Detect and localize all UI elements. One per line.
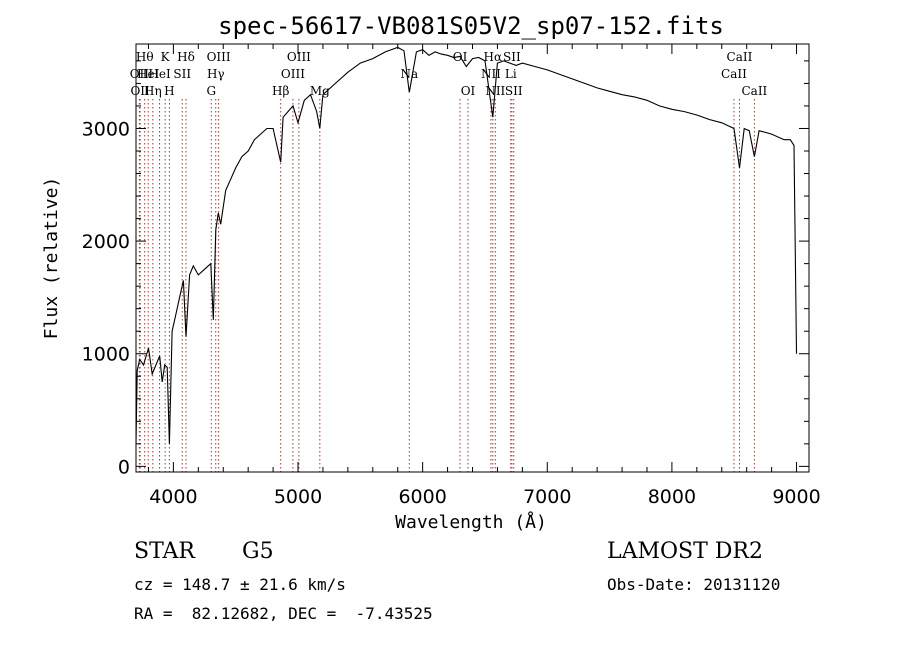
y-tick-label: 3000 [82, 118, 130, 140]
spectral-line-label: Hα [484, 50, 503, 64]
spectrum-line [135, 46, 798, 444]
object-subclass: G5 [242, 539, 274, 564]
x-tick-label: 7000 [523, 486, 571, 508]
spectral-line-label: CaII [721, 67, 747, 81]
spectral-line-label: K [161, 50, 171, 64]
x-tick-label: 6000 [398, 486, 446, 508]
x-axis-label: Wavelength (Å) [395, 511, 547, 533]
spectral-lines: OIIOIIHθHeIHηHeIKHSIIHδGHγOIIIHβOIIIOIII… [130, 50, 768, 472]
spectral-line-label: OII [130, 84, 150, 98]
spectral-line-label: HeI [137, 67, 160, 81]
spectral-line-label: CaII [727, 50, 753, 64]
coordinates-readout: RA = 82.12682, DEC = -7.43525 [134, 604, 433, 623]
spectral-line-label: CaII [741, 84, 767, 98]
spectral-line-label: OII [130, 67, 150, 81]
spectral-line-label: Hθ [136, 50, 154, 64]
spectral-line-label: Mg [310, 84, 330, 98]
spectral-line-label: Hδ [177, 50, 195, 64]
survey-name: LAMOST DR2 [607, 539, 763, 564]
spectral-line-label: Hγ [207, 67, 225, 81]
object-class: STAR [134, 539, 195, 564]
axis-ticks: 4000 5000 6000 7000 8000 9000 0 1000 2000 3000 [82, 44, 821, 508]
spectral-line-label: G [206, 84, 216, 98]
spectral-line-label: Li [505, 67, 517, 81]
spectral-line-label: OI [461, 84, 476, 98]
plot-frame [135, 43, 810, 473]
x-tick-label: 4000 [149, 486, 197, 508]
y-tick-label: 1000 [82, 344, 130, 366]
spectral-line-label: HeI [148, 67, 171, 81]
y-tick-label: 0 [118, 456, 130, 478]
observation-date: Obs-Date: 20131120 [607, 575, 781, 594]
spectral-line-label: H [164, 84, 174, 98]
x-tick-label: 8000 [648, 486, 696, 508]
spectral-line-label: Na [400, 67, 418, 81]
spectral-line-label: Hη [144, 84, 162, 98]
spectral-line-label: OIII [287, 50, 311, 64]
spectral-line-label: OIII [207, 50, 231, 64]
y-axis-label: Flux (relative) [41, 177, 62, 340]
x-tick-label: 9000 [772, 486, 820, 508]
spectral-line-label: SII [505, 84, 523, 98]
spectral-line-label: SII [173, 67, 191, 81]
x-tick-label: 5000 [274, 486, 322, 508]
redshift-readout: cz = 148.7 ± 21.6 km/s [134, 575, 346, 594]
chart-title: spec-56617-VB081S05V2_sp07-152.fits [218, 12, 724, 40]
spectral-line-label: Hβ [272, 84, 289, 98]
spectral-line-label: OIII [281, 67, 305, 81]
y-tick-label: 2000 [82, 231, 130, 253]
spectral-line-label: NII [481, 67, 501, 81]
spectral-line-label: SII [503, 50, 521, 64]
